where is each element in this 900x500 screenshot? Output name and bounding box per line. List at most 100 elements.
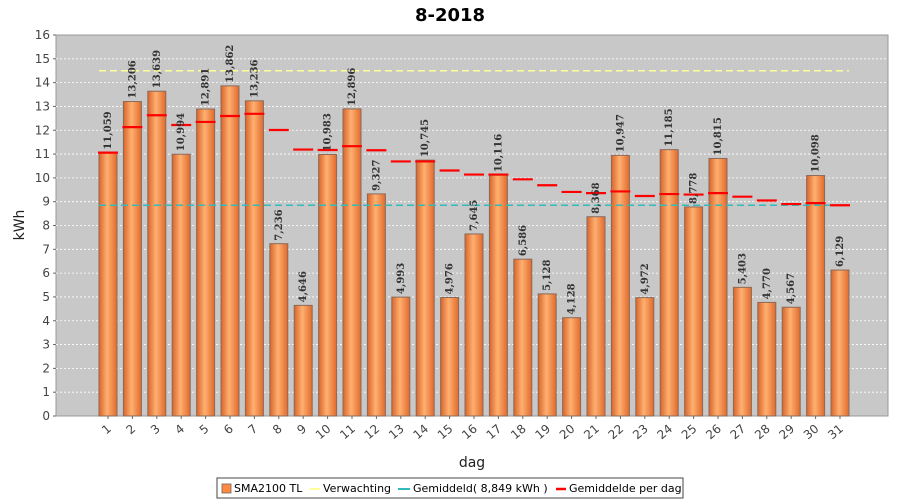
y-tick-label-13: 13 [35,99,50,113]
data-label-day-28: 4,770 [762,268,773,299]
data-label-day-26: 10,815 [713,117,724,155]
data-label-day-18: 6,586 [518,225,529,256]
data-label-day-19: 5,128 [542,260,553,291]
bar-day-23 [635,297,655,417]
legend-label-average: Gemiddeld( 8,849 kWh ) [413,482,548,495]
data-label-day-3: 13,639 [152,50,163,88]
data-label-day-23: 4,972 [640,263,651,294]
x-tick-label-8: 8 [270,422,285,438]
data-label-day-29: 4,567 [786,273,797,304]
y-tick-label-5: 5 [42,290,50,304]
bar-day-6 [220,85,240,417]
x-tick-label-12: 12 [362,422,383,443]
x-tick-label-23: 23 [630,422,651,443]
y-tick-label-2: 2 [42,361,50,375]
bar-day-24 [659,149,679,417]
daily-average-markers [98,112,850,207]
bar-day-21 [586,216,606,417]
bar-day-14 [415,159,435,417]
x-tick-label-2: 2 [123,422,138,438]
x-tick-label-10: 10 [313,422,334,443]
y-tick-label-4: 4 [42,314,50,328]
bar-day-27 [732,286,752,417]
data-label-day-22: 10,947 [615,114,626,152]
legend-label-daily-average: Gemiddelde per dag [569,482,682,495]
x-tick-label-3: 3 [148,422,163,438]
data-label-day-4: 10,994 [176,113,187,151]
data-label-day-15: 4,976 [445,263,456,294]
x-tick-label-25: 25 [679,422,700,443]
data-label-day-31: 6,129 [835,236,846,267]
data-label-day-16: 7,645 [469,200,480,231]
x-axis-ticks: 1 2 3 4 5 6 7 8 9 10 11 12 13 14 15 16 17 18 19 20 21 22 23 24 2… [99,416,846,442]
y-tick-label-10: 10 [35,171,50,185]
x-tick-label-6: 6 [221,422,236,438]
x-tick-label-16: 16 [459,422,480,443]
data-label-day-6: 13,862 [225,45,236,83]
legend-label-sma2100: SMA2100 TL [234,482,303,495]
bar-day-8 [269,243,289,417]
bar-day-5 [196,108,216,417]
x-tick-label-20: 20 [557,422,578,443]
data-label-day-21: 8,368 [591,182,602,213]
y-axis-label: kWh [12,210,28,241]
y-tick-label-6: 6 [42,266,50,280]
y-tick-label-7: 7 [42,242,50,256]
bar-day-2 [122,101,142,417]
bar-day-28 [757,301,777,417]
bar-day-30 [806,175,826,417]
x-axis-label: dag [459,455,485,471]
y-tick-label-3: 3 [42,338,50,352]
data-label-day-14: 10,745 [420,119,431,157]
bar-day-29 [781,306,801,417]
bar-day-10 [318,153,338,417]
bar-day-3 [147,90,167,417]
y-tick-label-8: 8 [42,219,50,233]
bar-day-12 [366,193,386,417]
x-tick-label-22: 22 [606,422,627,443]
x-tick-label-14: 14 [410,422,431,443]
y-tick-label-12: 12 [35,123,50,137]
bar-day-18 [513,258,533,417]
legend-swatch-bar [221,483,232,494]
x-tick-label-1: 1 [99,422,114,438]
bar-day-11 [342,108,362,417]
bar-day-19 [537,293,557,417]
x-tick-label-27: 27 [728,422,749,443]
reference-lines [99,69,849,207]
data-label-day-2: 13,206 [127,60,138,98]
x-tick-label-26: 26 [703,422,724,443]
legend: SMA2100 TL Verwachting Gemiddeld( 8,849 … [216,477,684,499]
y-tick-label-0: 0 [42,409,50,423]
data-label-day-8: 7,236 [274,209,285,240]
data-label-day-9: 4,646 [298,271,309,302]
bar-day-15 [440,297,460,417]
x-tick-label-28: 28 [752,422,773,443]
bar-day-17 [488,174,508,417]
x-tick-label-13: 13 [386,422,407,443]
data-label-day-12: 9,327 [371,160,382,191]
y-tick-label-16: 16 [35,28,50,42]
chart-title: 8-2018 [415,5,485,26]
x-tick-label-30: 30 [801,422,822,443]
bar-day-25 [684,206,704,417]
data-label-day-11: 12,896 [347,68,358,106]
y-tick-label-11: 11 [35,147,50,161]
bar-day-22 [610,154,630,417]
data-label-day-27: 5,403 [737,253,748,284]
bar-day-20 [562,317,582,417]
x-tick-label-31: 31 [825,422,846,443]
x-tick-label-11: 11 [337,422,358,443]
data-label-day-1: 11,059 [103,111,114,149]
x-tick-label-17: 17 [484,422,505,443]
legend-box [216,477,684,499]
bars [98,85,850,417]
x-tick-label-15: 15 [435,422,456,443]
data-label-day-25: 8,778 [689,173,700,204]
legend-label-expected: Verwachting [323,482,391,495]
bar-day-4 [171,153,191,417]
data-label-day-30: 10,098 [811,134,822,172]
data-label-day-20: 4,128 [567,283,578,314]
x-tick-label-21: 21 [581,422,602,443]
